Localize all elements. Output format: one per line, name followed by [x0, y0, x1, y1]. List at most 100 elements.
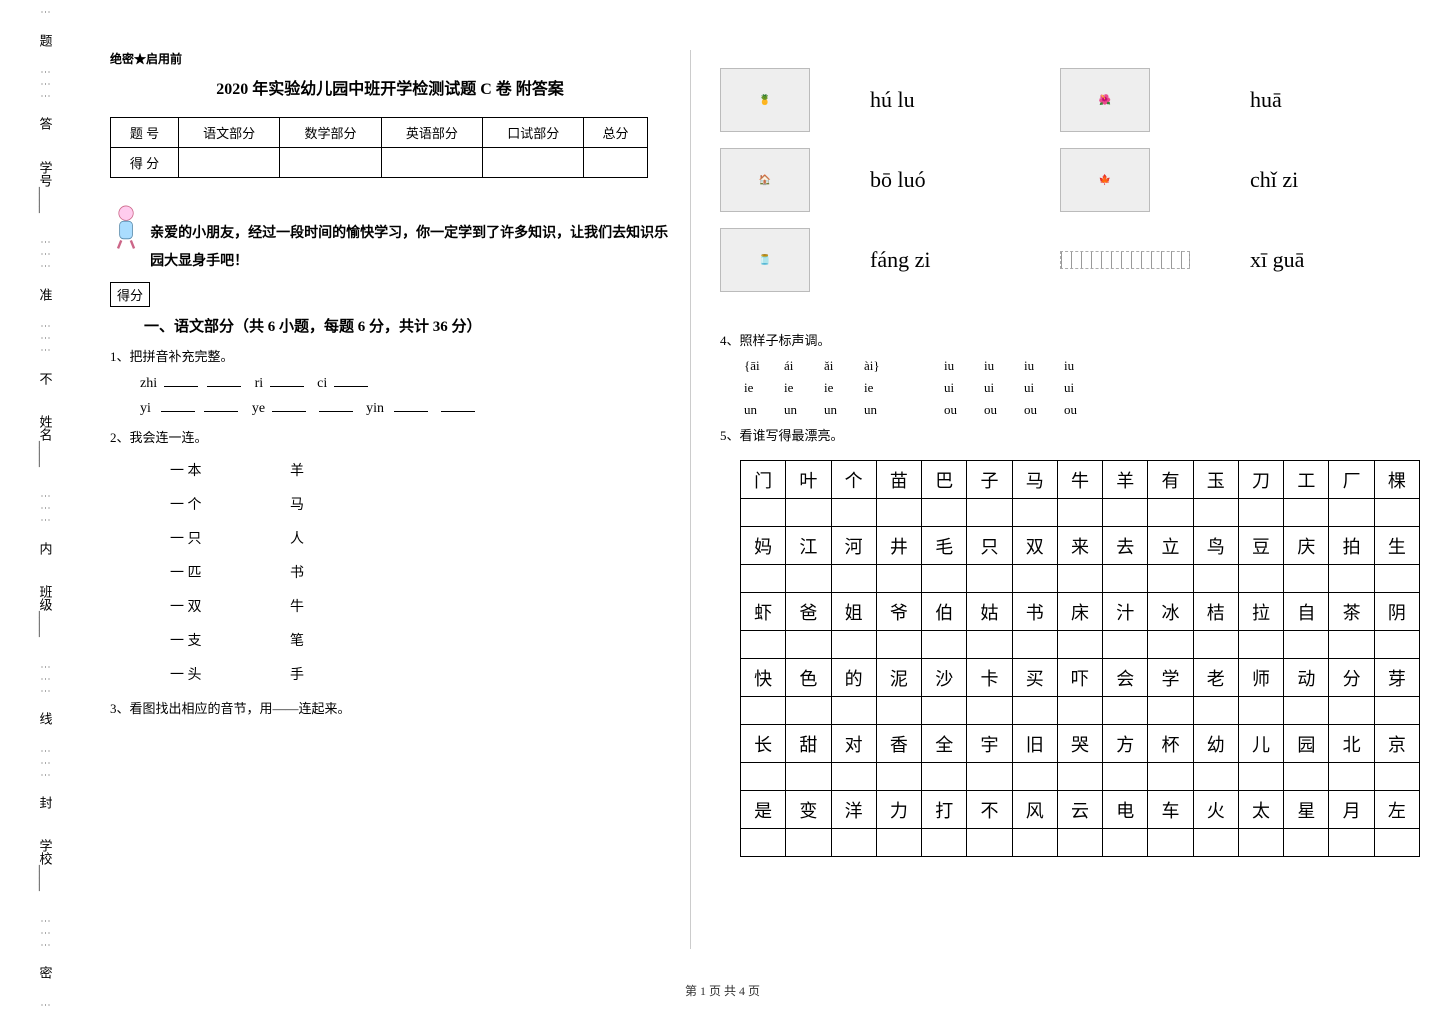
- char-cell-empty: [1284, 763, 1329, 791]
- char-cell: 儿: [1238, 725, 1283, 763]
- char-cell-empty: [1012, 499, 1057, 527]
- match-left: 一 本: [170, 460, 290, 480]
- match-right: 笔: [290, 630, 350, 650]
- char-cell-empty: [922, 697, 967, 725]
- char-cell: 姑: [967, 593, 1012, 631]
- char-cell-empty: [1193, 763, 1238, 791]
- char-cell-empty: [1103, 631, 1148, 659]
- char-cell: 沙: [922, 659, 967, 697]
- match-right: 书: [290, 562, 350, 582]
- score-cell: [280, 148, 381, 178]
- char-cell-empty: [786, 763, 831, 791]
- char-cell: 虾: [741, 593, 786, 631]
- binding-sidebar: ⋮ 题 ⋮⋮⋮ 答 学号____ ⋮⋮⋮ 准 ⋮⋮⋮ 不 姓名____ ⋮⋮⋮ …: [0, 0, 90, 1019]
- tone-grid: {āiáiǎiài}iuiuiuiu ieieieieuiuiuiui unun…: [744, 355, 1420, 421]
- char-cell-empty: [1103, 499, 1148, 527]
- char-cell: 子: [967, 461, 1012, 499]
- char-cell-empty: [741, 697, 786, 725]
- sidebar-label-xuehao: 学号____: [36, 151, 55, 223]
- char-cell-empty: [922, 499, 967, 527]
- char-cell: 拍: [1329, 527, 1374, 565]
- char-cell: 鸟: [1193, 527, 1238, 565]
- char-row-empty: [741, 829, 1420, 857]
- char-cell: 吓: [1057, 659, 1102, 697]
- char-cell: 自: [1284, 593, 1329, 631]
- char-cell: 庆: [1284, 527, 1329, 565]
- char-cell-empty: [786, 829, 831, 857]
- char-cell: 工: [1284, 461, 1329, 499]
- char-cell: 会: [1103, 659, 1148, 697]
- char-cell: 快: [741, 659, 786, 697]
- marker-bu: 不: [36, 372, 55, 391]
- match-right: 马: [290, 494, 350, 514]
- char-cell: 卡: [967, 659, 1012, 697]
- gourd-icon: 🫙: [720, 228, 810, 292]
- char-cell-empty: [1238, 697, 1283, 725]
- char-cell: 姐: [831, 593, 876, 631]
- char-cell-empty: [922, 829, 967, 857]
- char-cell: 伯: [922, 593, 967, 631]
- char-cell-empty: [967, 565, 1012, 593]
- char-cell-empty: [1238, 565, 1283, 593]
- char-cell: 巴: [922, 461, 967, 499]
- char-cell: 牛: [1057, 461, 1102, 499]
- char-cell-empty: [1374, 829, 1419, 857]
- char-cell-empty: [1329, 631, 1374, 659]
- match-right: 羊: [290, 460, 350, 480]
- char-cell-empty: [1057, 829, 1102, 857]
- char-cell-empty: [1057, 763, 1102, 791]
- char-cell: 车: [1148, 791, 1193, 829]
- pinyin-text: fáng zi: [870, 247, 1030, 273]
- leaf-icon: 🍁: [1060, 148, 1150, 212]
- char-row: 门叶个苗巴子马牛羊有玉刀工厂棵: [741, 461, 1420, 499]
- match-block: 一 本羊 一 个马 一 只人 一 匹书 一 双牛 一 支笔 一 头手: [170, 460, 670, 698]
- match-left: 一 支: [170, 630, 290, 650]
- dots: ⋮: [40, 1000, 51, 1012]
- char-cell: 冰: [1148, 593, 1193, 631]
- char-cell: 茶: [1329, 593, 1374, 631]
- char-cell-empty: [1238, 631, 1283, 659]
- char-cell: 马: [1012, 461, 1057, 499]
- char-cell-empty: [1374, 499, 1419, 527]
- char-cell-empty: [1148, 829, 1193, 857]
- char-cell: 棵: [1374, 461, 1419, 499]
- char-cell-empty: [786, 697, 831, 725]
- score-header: 题 号: [111, 118, 179, 148]
- char-cell-empty: [1012, 829, 1057, 857]
- char-cell-empty: [831, 631, 876, 659]
- char-cell-empty: [831, 829, 876, 857]
- char-cell: 爷: [876, 593, 921, 631]
- char-cell: 芽: [1374, 659, 1419, 697]
- char-cell: 学: [1148, 659, 1193, 697]
- char-cell-empty: [831, 697, 876, 725]
- char-cell-empty: [741, 499, 786, 527]
- section-title: 一、语文部分（共 6 小题，每题 6 分，共计 36 分）: [144, 315, 670, 336]
- char-cell-empty: [1284, 631, 1329, 659]
- char-cell-empty: [967, 697, 1012, 725]
- img-pinyin-grid: 🍍 hú lu 🌺 huā 🏠 bō luó 🍁 chǐ zi 🫙 fáng z…: [720, 60, 1420, 300]
- char-cell: 双: [1012, 527, 1057, 565]
- char-cell-empty: [1193, 499, 1238, 527]
- char-cell-empty: [1148, 763, 1193, 791]
- char-cell-empty: [1193, 697, 1238, 725]
- page-divider: [690, 50, 691, 949]
- char-cell: 太: [1238, 791, 1283, 829]
- char-cell: 玉: [1193, 461, 1238, 499]
- intro-text: 亲爱的小朋友，经过一段时间的愉快学习，你一定学到了许多知识，让我们去知识乐园大显…: [150, 198, 670, 276]
- char-cell-empty: [1329, 565, 1374, 593]
- char-cell-empty: [1057, 631, 1102, 659]
- char-cell-empty: [876, 829, 921, 857]
- char-cell: 甜: [786, 725, 831, 763]
- char-cell-empty: [1238, 829, 1283, 857]
- sidebar-label-xuexiao: 学校____: [36, 829, 55, 901]
- char-cell: 北: [1329, 725, 1374, 763]
- char-cell: 汁: [1103, 593, 1148, 631]
- dots: ⋮: [40, 7, 51, 19]
- char-cell-empty: [1374, 631, 1419, 659]
- char-cell: 师: [1238, 659, 1283, 697]
- char-cell-empty: [1284, 829, 1329, 857]
- char-cell-empty: [786, 565, 831, 593]
- char-cell-empty: [922, 631, 967, 659]
- char-cell-empty: [831, 499, 876, 527]
- char-cell-empty: [741, 829, 786, 857]
